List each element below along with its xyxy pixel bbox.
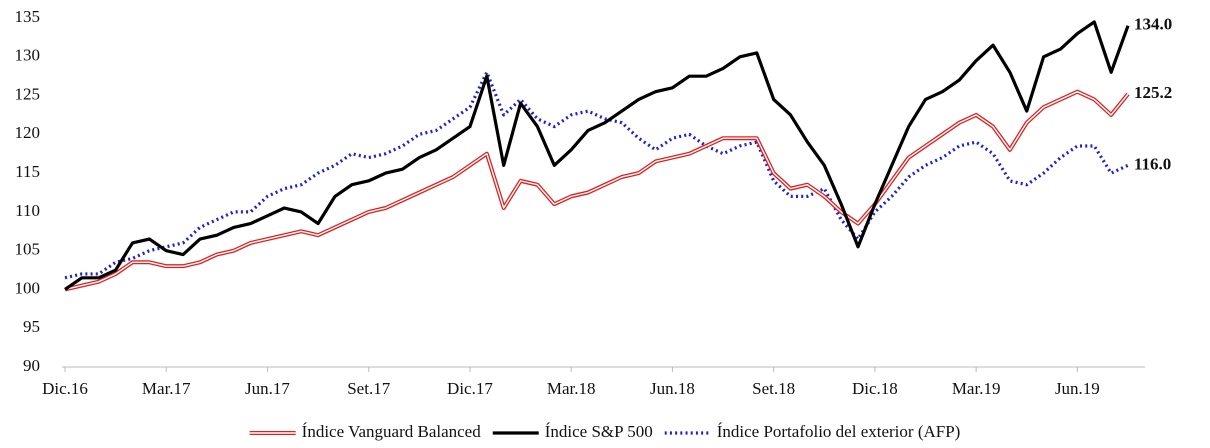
x-tick-label: Set.18: [752, 379, 795, 398]
y-tick-label: 135: [15, 7, 41, 26]
x-tick-label: Jun.18: [650, 379, 695, 398]
y-tick-label: 100: [15, 278, 41, 297]
legend-label: Índice S&P 500: [545, 422, 653, 441]
y-tick-label: 120: [15, 123, 41, 142]
y-tick-label: 95: [23, 317, 40, 336]
x-tick-label: Dic.18: [852, 379, 898, 398]
legend-label: Índice Vanguard Balanced: [302, 422, 482, 441]
x-tick-label: Set.17: [347, 379, 390, 398]
x-tick-label: Mar.19: [952, 379, 1001, 398]
x-tick-label: Mar.17: [142, 379, 191, 398]
series-line: [64, 89, 1130, 292]
x-tick-label: Jun.19: [1055, 379, 1100, 398]
x-tick-label: Mar.18: [547, 379, 596, 398]
legend-label: Índice Portafolio del exterior (AFP): [717, 422, 961, 441]
x-tick-label: Jun.17: [245, 379, 290, 398]
x-tick-label: Dic.17: [447, 379, 493, 398]
y-tick-label: 125: [15, 84, 41, 103]
y-tick-label: 90: [23, 356, 40, 375]
y-tick-label: 115: [15, 162, 40, 181]
x-tick-label: Dic.16: [42, 379, 88, 398]
y-tick-label: 130: [15, 46, 41, 65]
series-line-inner: [64, 90, 1129, 291]
y-tick-label: 105: [15, 240, 41, 259]
series-line: [64, 70, 1129, 280]
legend: Índice Vanguard Balanced Índice S&P 500 Ín…: [249, 422, 961, 441]
value-label: 125.2: [1134, 83, 1172, 102]
series-line: [64, 20, 1130, 291]
value-label: 116.0: [1134, 154, 1171, 173]
y-tick-label: 110: [15, 201, 40, 220]
value-label: 134.0: [1134, 15, 1172, 34]
